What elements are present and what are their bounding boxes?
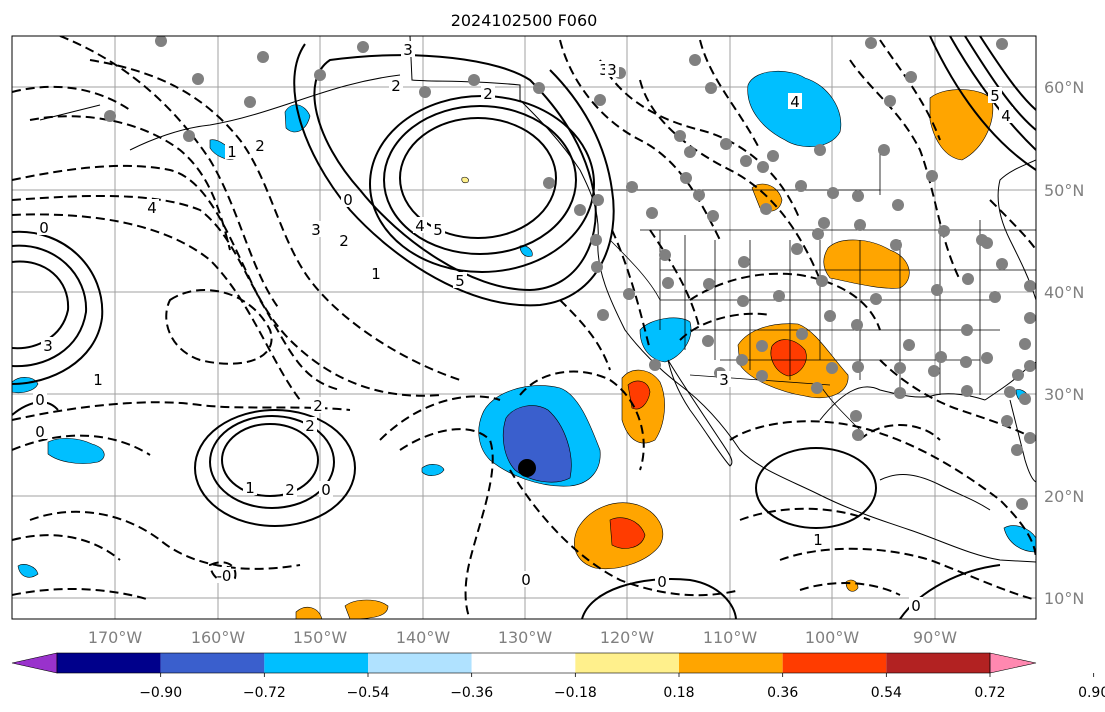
contour-value-label: 1 bbox=[93, 371, 103, 389]
latitude-labels: 60°N 50°N 40°N 30°N 20°N 10°N bbox=[1044, 78, 1084, 608]
contour-value-label: 0 bbox=[39, 219, 49, 237]
contour-value-label: 0 bbox=[35, 423, 45, 441]
contour-value-label: 1 bbox=[371, 265, 381, 283]
colorbar bbox=[11, 652, 1037, 674]
contour-value-label: 4 bbox=[415, 217, 425, 235]
contour-value-label: 5 bbox=[990, 87, 1000, 105]
contour-value-label: 2 bbox=[483, 85, 493, 103]
lat-label: 30°N bbox=[1044, 385, 1084, 404]
colorbar-tick-label: 0.90 bbox=[1078, 685, 1105, 701]
contour-value-label: 3 bbox=[607, 61, 617, 79]
contour-value-label: 0 bbox=[911, 597, 921, 615]
lon-label: 90°W bbox=[913, 628, 957, 647]
station-dots bbox=[104, 36, 1036, 510]
contour-value-label: 4 bbox=[1001, 107, 1011, 125]
lon-label: 140°W bbox=[396, 628, 451, 647]
colorbar-swatch bbox=[471, 653, 576, 673]
contour-value-label: 2 bbox=[313, 397, 323, 415]
lon-label: 150°W bbox=[293, 628, 348, 647]
contour-value-label: -0 bbox=[217, 567, 232, 585]
contour-value-label: 3 bbox=[43, 337, 53, 355]
colorbar-tick-label: −0.18 bbox=[554, 685, 597, 701]
storm-center-marker bbox=[518, 459, 536, 477]
colorbar-tick-label: −0.72 bbox=[243, 685, 286, 701]
colorbar-tick-label: −0.36 bbox=[450, 685, 493, 701]
contour-value-label: 0 bbox=[657, 573, 667, 591]
colorbar-swatch bbox=[575, 653, 679, 673]
solid-contours bbox=[12, 36, 1036, 619]
colorbar-extend-max bbox=[989, 652, 1037, 674]
contour-value-label: 5 bbox=[433, 221, 443, 239]
colorbar-tick-label: −0.54 bbox=[347, 685, 390, 701]
contour-value-label: 1 bbox=[245, 479, 255, 497]
contour-value-label: 3 bbox=[311, 221, 321, 239]
colorbar-tick-label: 0.54 bbox=[871, 685, 902, 701]
colorbar-tick-label: 0.36 bbox=[767, 685, 798, 701]
lon-label: 110°W bbox=[703, 628, 758, 647]
colorbar-extend-min bbox=[11, 652, 58, 674]
contour-value-label: 2 bbox=[305, 417, 315, 435]
colorbar-tick-label: −0.90 bbox=[139, 685, 182, 701]
colorbar-swatch bbox=[160, 653, 265, 673]
colorbar-swatch bbox=[886, 653, 990, 673]
contour-value-label: 0 bbox=[35, 391, 45, 409]
contour-value-label: 4 bbox=[147, 199, 157, 217]
colorbar-swatch bbox=[264, 653, 368, 673]
longitude-labels: 170°W 160°W 150°W 140°W 130°W 120°W 110°W 100°W… bbox=[88, 628, 957, 647]
contour-value-label: 1 bbox=[227, 143, 237, 161]
colorbar-tick-labels: −0.90 −0.72 −0.54 −0.36 −0.18 0.18 0.36 0.54 0.7… bbox=[139, 673, 1105, 701]
colorbar-swatch bbox=[368, 653, 472, 673]
contour-value-label: 3 bbox=[599, 61, 609, 79]
lon-label: 130°W bbox=[498, 628, 553, 647]
coastlines bbox=[39, 36, 1036, 563]
contour-value-label: 0 bbox=[521, 571, 531, 589]
contour-value-label: 4 bbox=[790, 93, 800, 111]
dashed-contours bbox=[12, 36, 1036, 619]
lon-label: 100°W bbox=[805, 628, 860, 647]
lat-label: 60°N bbox=[1044, 78, 1084, 97]
contour-value-label: 0 bbox=[321, 481, 331, 499]
contour-value-label: 3 bbox=[719, 371, 729, 389]
lon-label: 120°W bbox=[600, 628, 655, 647]
lon-label: 170°W bbox=[88, 628, 143, 647]
contour-value-label: 2 bbox=[391, 77, 401, 95]
colorbar-swatch bbox=[782, 653, 887, 673]
lat-label: 20°N bbox=[1044, 487, 1084, 506]
map-frame bbox=[11, 35, 1037, 620]
lat-label: 50°N bbox=[1044, 181, 1084, 200]
lat-label: 10°N bbox=[1044, 589, 1084, 608]
contour-value-label: 2 bbox=[339, 232, 349, 250]
contour-value-label: 2 bbox=[285, 481, 295, 499]
colorbar-tick-label: 0.72 bbox=[974, 685, 1005, 701]
colorbar-frame bbox=[56, 652, 991, 674]
lat-label: 40°N bbox=[1044, 283, 1084, 302]
lon-label: 160°W bbox=[191, 628, 246, 647]
contour-value-label: 3 bbox=[403, 41, 413, 59]
contour-value-label: 2 bbox=[255, 137, 265, 155]
colorbar-swatch bbox=[57, 653, 161, 673]
map-title: 2024102500 F060 bbox=[451, 11, 598, 30]
contour-value-label: 5 bbox=[455, 272, 465, 290]
contour-value-label: 1 bbox=[813, 531, 823, 549]
colorbar-tick-label: 0.18 bbox=[663, 685, 694, 701]
colorbar-swatch bbox=[679, 653, 783, 673]
contour-value-label: 0 bbox=[343, 191, 353, 209]
